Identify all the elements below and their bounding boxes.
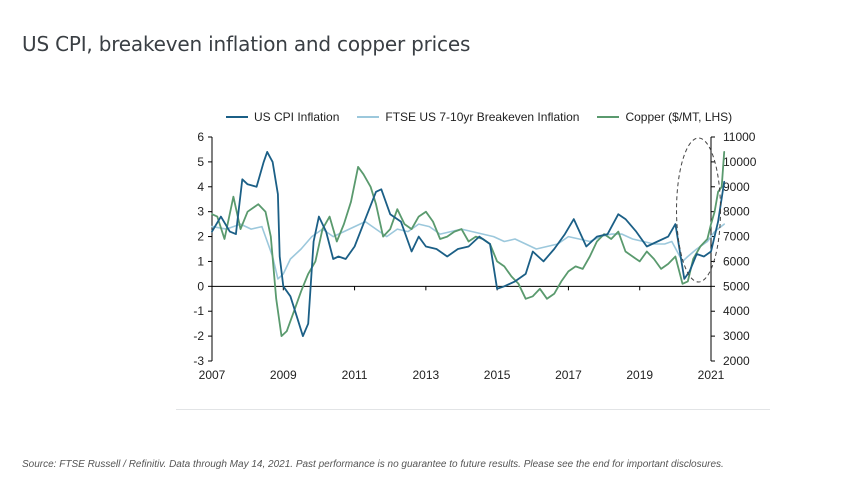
chart-title: US CPI, breakeven inflation and copper p… bbox=[22, 32, 471, 56]
cpi-line bbox=[211, 150, 726, 338]
right-tick-label: 8000 bbox=[723, 205, 750, 219]
x-tick-label: 2011 bbox=[342, 368, 368, 382]
highlight-ellipse bbox=[676, 137, 722, 283]
right-tick-label: 7000 bbox=[723, 230, 750, 244]
legend-swatch-cpi bbox=[226, 116, 248, 118]
left-tick-label: 5 bbox=[197, 155, 204, 169]
right-tick-label: 3000 bbox=[723, 329, 750, 343]
left-tick-label: -1 bbox=[193, 304, 204, 318]
legend-swatch-breakeven bbox=[357, 116, 380, 118]
divider bbox=[176, 409, 770, 410]
source-note: Source: FTSE Russell / Refinitiv. Data t… bbox=[22, 459, 724, 470]
breakeven-line bbox=[211, 220, 726, 280]
x-tick-label: 2021 bbox=[698, 368, 725, 382]
left-tick-label: 3 bbox=[197, 205, 204, 219]
legend-swatch-copper bbox=[597, 116, 620, 118]
x-tick-label: 2017 bbox=[555, 368, 582, 382]
x-tick-label: 2013 bbox=[413, 368, 440, 382]
right-tick-label: 5000 bbox=[723, 279, 750, 293]
right-tick-label: 4000 bbox=[723, 304, 750, 318]
left-tick-label: 0 bbox=[197, 279, 204, 293]
right-tick-label: 11000 bbox=[723, 130, 756, 144]
legend-item-copper: Copper ($/MT, LHS) bbox=[597, 110, 732, 124]
x-tick-label: 2009 bbox=[270, 368, 297, 382]
legend-item-breakeven: FTSE US 7-10yr Breakeven Inflation bbox=[357, 110, 579, 124]
x-tick-label: 2007 bbox=[199, 368, 226, 382]
legend-item-cpi: US CPI Inflation bbox=[226, 110, 339, 124]
right-tick-label: 2000 bbox=[723, 354, 750, 368]
left-tick-label: -2 bbox=[193, 329, 204, 343]
legend: US CPI Inflation FTSE US 7-10yr Breakeve… bbox=[226, 110, 732, 124]
x-tick-label: 2019 bbox=[626, 368, 653, 382]
left-tick-label: 2 bbox=[197, 230, 204, 244]
x-tick-label: 2015 bbox=[484, 368, 511, 382]
copper-line bbox=[211, 150, 726, 338]
left-tick-label: -3 bbox=[193, 354, 204, 368]
left-tick-label: 4 bbox=[197, 180, 204, 194]
legend-label-breakeven: FTSE US 7-10yr Breakeven Inflation bbox=[385, 110, 580, 124]
legend-label-cpi: US CPI Inflation bbox=[254, 110, 340, 124]
left-tick-label: 6 bbox=[197, 130, 204, 144]
right-tick-label: 9000 bbox=[723, 180, 750, 194]
right-tick-label: 6000 bbox=[723, 254, 750, 268]
right-tick-label: 10000 bbox=[723, 155, 757, 169]
legend-label-copper: Copper ($/MT, LHS) bbox=[625, 110, 733, 124]
left-tick-label: 1 bbox=[197, 254, 204, 268]
